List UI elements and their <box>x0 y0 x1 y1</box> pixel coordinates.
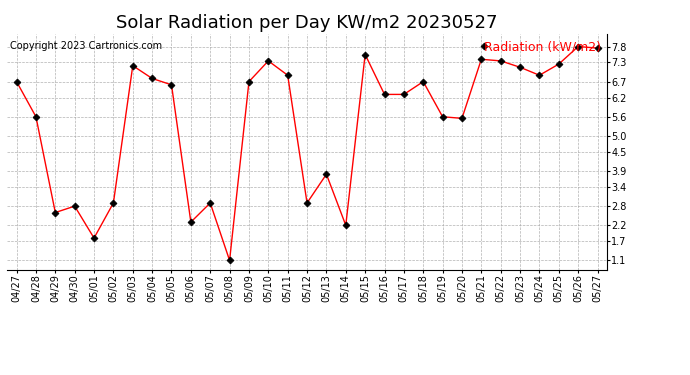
Radiation (kW/m2) <box>477 57 486 62</box>
Text: Copyright 2023 Cartronics.com: Copyright 2023 Cartronics.com <box>10 41 162 51</box>
Radiation (kW/m2) <box>187 220 195 224</box>
Radiation (kW/m2) <box>168 82 176 87</box>
Line: Radiation (kW/m2): Radiation (kW/m2) <box>14 44 600 263</box>
Radiation (kW/m2) <box>593 46 602 50</box>
Radiation (kW/m2) <box>380 92 388 97</box>
Radiation (kW/m2) <box>226 258 234 262</box>
Radiation (kW/m2) <box>574 44 582 49</box>
Radiation (kW/m2) <box>90 236 98 240</box>
Radiation (kW/m2) <box>32 114 40 119</box>
Radiation (kW/m2) <box>284 73 292 78</box>
Radiation (kW/m2) <box>264 58 273 63</box>
Radiation (kW/m2) <box>419 80 427 84</box>
Radiation (kW/m2) <box>516 65 524 69</box>
Radiation (kW/m2) <box>497 58 505 63</box>
Radiation (kW/m2) <box>438 114 446 119</box>
Radiation (kW/m2) <box>206 201 215 205</box>
Radiation (kW/m2) <box>458 116 466 121</box>
Radiation (kW/m2) <box>400 92 408 97</box>
Radiation (kW/m2) <box>245 80 253 84</box>
Title: Solar Radiation per Day KW/m2 20230527: Solar Radiation per Day KW/m2 20230527 <box>117 14 497 32</box>
Radiation (kW/m2) <box>555 62 563 66</box>
Radiation (kW/m2) <box>148 76 156 81</box>
Radiation (kW/m2) <box>12 80 21 84</box>
Radiation (kW/m2) <box>70 204 79 209</box>
Radiation (kW/m2) <box>342 223 350 228</box>
Radiation (kW/m2) <box>109 201 117 205</box>
Radiation (kW/m2) <box>303 201 311 205</box>
Legend: Radiation (kW/m2): Radiation (kW/m2) <box>484 40 601 53</box>
Radiation (kW/m2) <box>128 63 137 68</box>
Radiation (kW/m2) <box>361 52 369 57</box>
Radiation (kW/m2) <box>535 73 544 78</box>
Radiation (kW/m2) <box>322 172 331 177</box>
Radiation (kW/m2) <box>51 210 59 215</box>
